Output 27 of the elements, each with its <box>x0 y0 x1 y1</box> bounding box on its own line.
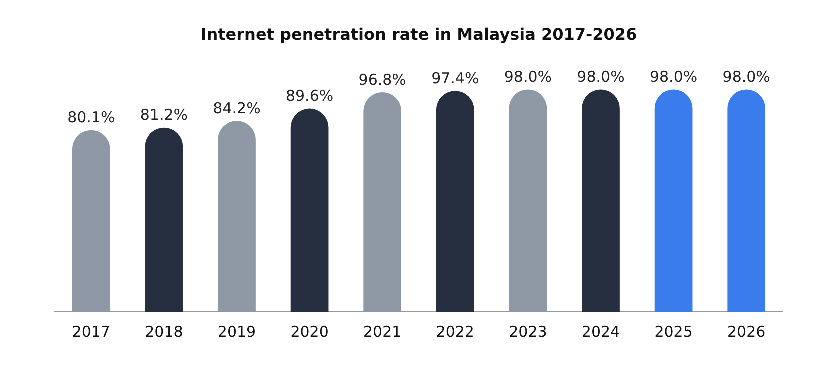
bar <box>582 90 620 312</box>
x-tick-label: 2025 <box>654 322 693 341</box>
data-label: 98.0% <box>650 68 698 86</box>
x-tick-label: 2026 <box>728 322 766 341</box>
data-label: 98.0% <box>577 68 625 86</box>
data-label: 89.6% <box>286 87 334 106</box>
x-tick-label: 2023 <box>509 322 548 341</box>
x-tick-label: 2022 <box>436 322 474 341</box>
data-label: 80.1% <box>68 108 116 127</box>
data-label: 98.0% <box>722 68 770 86</box>
data-label: 81.2% <box>140 106 188 124</box>
data-label: 98.0% <box>504 68 552 86</box>
data-label: 84.2% <box>213 99 261 118</box>
bar <box>145 128 184 312</box>
bar <box>654 90 693 312</box>
x-tick-label: 2024 <box>582 322 620 341</box>
chart-title: Internet penetration rate in Malaysia 2017-2026 <box>200 24 638 44</box>
x-tick-label: 2019 <box>218 322 256 341</box>
x-tick-label: 2018 <box>145 322 184 341</box>
data-label: 97.4% <box>432 69 480 88</box>
bar <box>290 108 329 312</box>
bar <box>436 91 474 312</box>
bar <box>728 90 766 312</box>
data-label: 96.8% <box>358 70 406 89</box>
x-tick-label: 2020 <box>290 322 329 341</box>
x-tick-label: 2021 <box>364 322 402 341</box>
x-tick-label: 2017 <box>72 322 110 341</box>
